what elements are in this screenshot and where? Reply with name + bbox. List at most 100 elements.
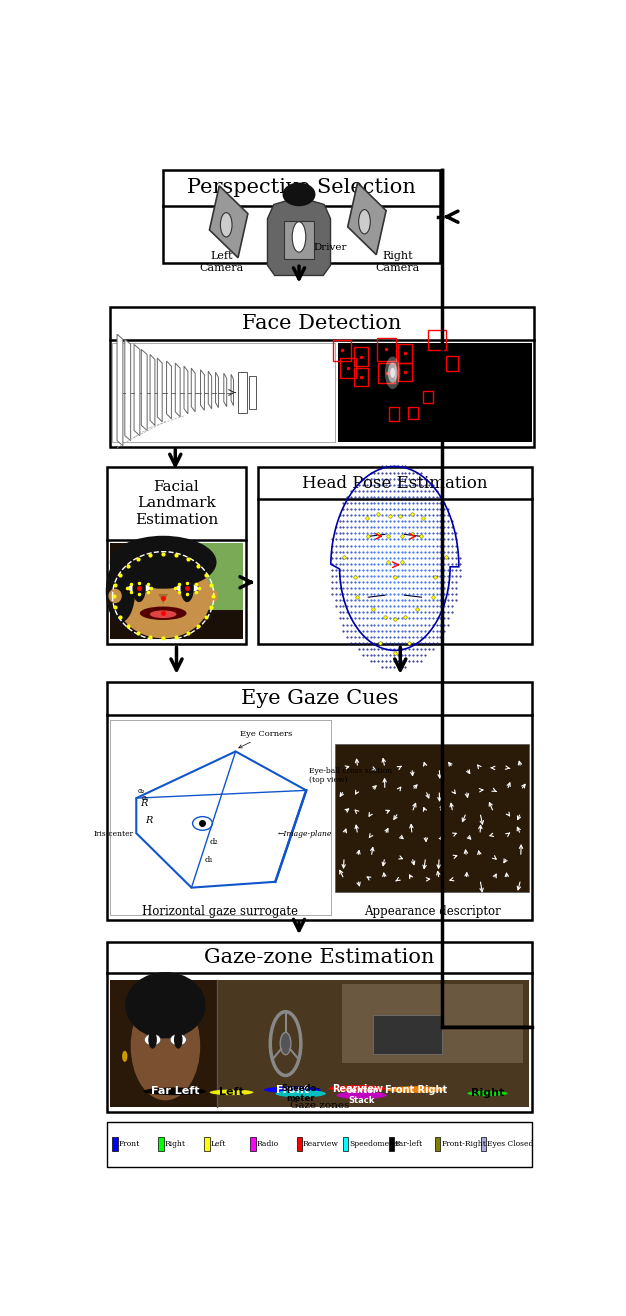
- Polygon shape: [224, 374, 227, 407]
- Ellipse shape: [336, 1091, 387, 1099]
- Bar: [446, 355, 458, 371]
- Bar: [389, 1137, 394, 1152]
- Polygon shape: [150, 354, 155, 425]
- Ellipse shape: [275, 1090, 326, 1098]
- Ellipse shape: [170, 1034, 187, 1045]
- Bar: [408, 407, 418, 420]
- Ellipse shape: [110, 536, 217, 588]
- Text: Eye-ball cross section
(top view): Eye-ball cross section (top view): [309, 767, 392, 784]
- Bar: [108, 682, 532, 920]
- Circle shape: [385, 357, 401, 390]
- Text: Rearview: Rearview: [303, 1141, 339, 1149]
- Text: α₂: α₂: [137, 788, 145, 794]
- Circle shape: [359, 209, 371, 234]
- Text: Far-left: Far-left: [395, 1141, 423, 1149]
- Bar: [108, 467, 245, 645]
- Text: Left: Left: [219, 1087, 244, 1098]
- Bar: [258, 467, 532, 645]
- Ellipse shape: [140, 607, 187, 620]
- Ellipse shape: [150, 611, 177, 619]
- Bar: [110, 720, 331, 915]
- Bar: [297, 1137, 302, 1152]
- Bar: [250, 1137, 256, 1152]
- Text: Eye Gaze Cues: Eye Gaze Cues: [241, 690, 398, 708]
- Ellipse shape: [145, 1034, 161, 1045]
- Polygon shape: [184, 366, 188, 413]
- Ellipse shape: [329, 1086, 386, 1092]
- Bar: [110, 979, 217, 1107]
- Text: Speedometer: Speedometer: [349, 1141, 400, 1149]
- Text: Front: Front: [118, 1141, 140, 1149]
- Polygon shape: [267, 199, 331, 275]
- Text: d₁: d₁: [205, 855, 213, 863]
- Text: ←Image-plane: ←Image-plane: [278, 830, 332, 838]
- Circle shape: [148, 1030, 157, 1049]
- Ellipse shape: [292, 222, 305, 253]
- Bar: [108, 942, 532, 1112]
- Bar: [435, 1137, 440, 1152]
- Circle shape: [280, 1032, 291, 1054]
- Ellipse shape: [264, 1087, 321, 1094]
- Polygon shape: [134, 345, 140, 436]
- Bar: [354, 347, 368, 366]
- Bar: [481, 1137, 486, 1152]
- Polygon shape: [347, 183, 386, 255]
- Text: Gaze zones: Gaze zones: [290, 1101, 349, 1111]
- Ellipse shape: [205, 588, 218, 603]
- Text: Radio: Radio: [257, 1141, 279, 1149]
- Polygon shape: [125, 340, 131, 441]
- Bar: [354, 367, 368, 386]
- Bar: [341, 358, 356, 378]
- Polygon shape: [208, 371, 212, 409]
- Text: Driver: Driver: [314, 242, 347, 251]
- Bar: [377, 338, 396, 361]
- Ellipse shape: [468, 1091, 508, 1096]
- Bar: [284, 221, 314, 259]
- Bar: [239, 372, 247, 413]
- Bar: [108, 1121, 532, 1167]
- Circle shape: [220, 213, 232, 237]
- Circle shape: [122, 1050, 128, 1062]
- Ellipse shape: [175, 584, 199, 592]
- Circle shape: [174, 1030, 183, 1049]
- Text: Face Detection: Face Detection: [242, 315, 402, 333]
- Bar: [338, 343, 532, 442]
- Text: Rearview: Rearview: [332, 1083, 383, 1094]
- Bar: [398, 345, 412, 363]
- Text: Right
Camera: Right Camera: [376, 251, 420, 272]
- Ellipse shape: [125, 973, 205, 1038]
- Circle shape: [387, 363, 398, 383]
- Text: α₁: α₁: [142, 795, 150, 801]
- Text: Eyes Closed: Eyes Closed: [487, 1141, 533, 1149]
- Polygon shape: [215, 372, 218, 408]
- Polygon shape: [167, 361, 172, 418]
- Polygon shape: [141, 350, 147, 430]
- Bar: [112, 343, 335, 442]
- Ellipse shape: [143, 1087, 207, 1095]
- Polygon shape: [158, 594, 168, 604]
- Text: Right: Right: [165, 1141, 185, 1149]
- Text: Front: Front: [276, 1084, 309, 1095]
- Bar: [428, 330, 446, 350]
- Ellipse shape: [106, 559, 135, 622]
- Circle shape: [390, 367, 395, 378]
- Circle shape: [133, 574, 146, 603]
- Text: Gaze-zone Estimation: Gaze-zone Estimation: [205, 948, 435, 967]
- Text: Head Pose Estimation: Head Pose Estimation: [302, 475, 488, 492]
- Bar: [423, 391, 433, 403]
- Bar: [110, 544, 243, 640]
- Polygon shape: [192, 368, 195, 412]
- Text: Far Left: Far Left: [151, 1086, 199, 1096]
- Text: Facial
Landmark
Estimation: Facial Landmark Estimation: [135, 480, 218, 526]
- Polygon shape: [200, 370, 204, 411]
- Bar: [163, 170, 439, 263]
- Text: Front Right: Front Right: [385, 1084, 447, 1095]
- Bar: [336, 744, 530, 891]
- Text: Right: Right: [471, 1088, 504, 1099]
- Bar: [204, 1137, 210, 1152]
- Polygon shape: [117, 334, 123, 446]
- Bar: [342, 983, 523, 1063]
- Bar: [110, 307, 534, 446]
- Bar: [378, 363, 395, 383]
- Text: d₂: d₂: [210, 838, 218, 846]
